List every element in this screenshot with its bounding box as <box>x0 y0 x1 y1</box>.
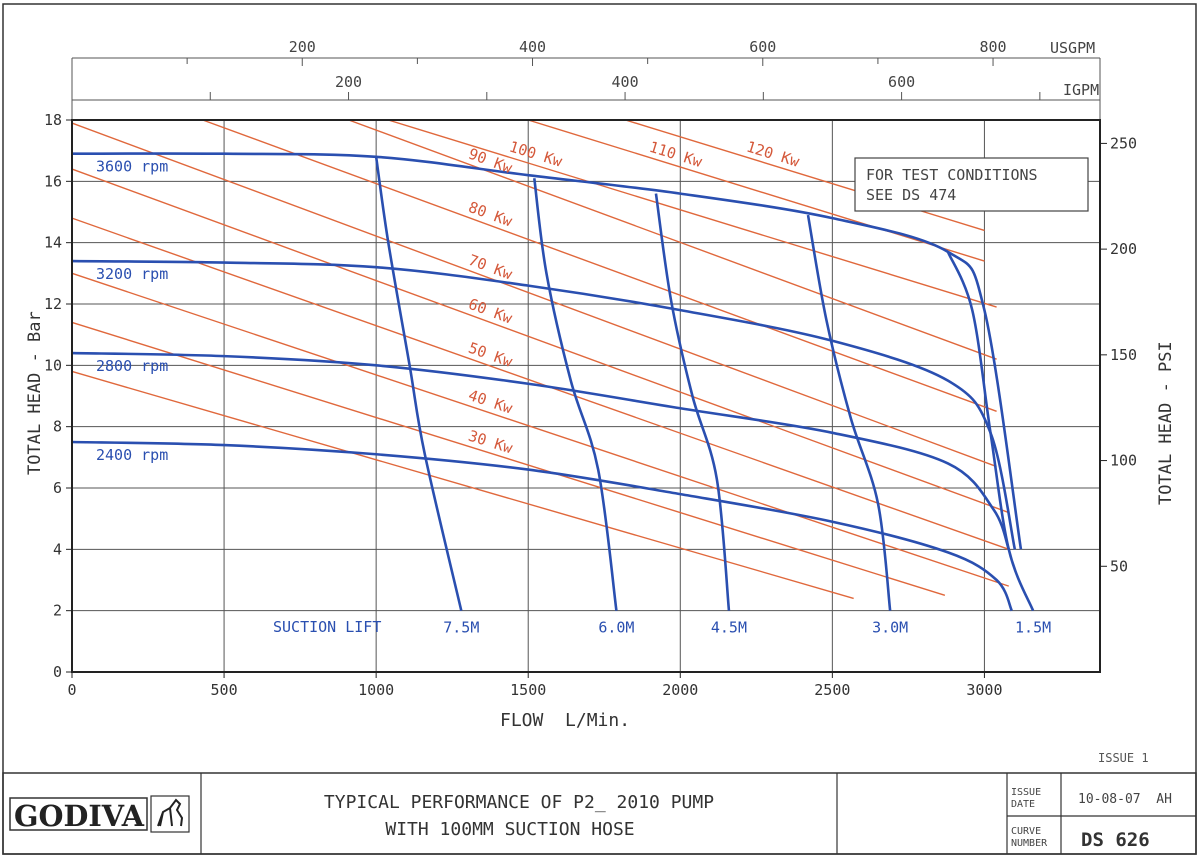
grid <box>72 120 1100 672</box>
rpm-labels: 3600 rpm 3200 rpm 2800 rpm 2400 rpm <box>96 158 168 464</box>
suction-lift-value-label: 3.0M <box>872 619 908 637</box>
y-tick-label: 8 <box>53 418 62 436</box>
psi-tick-label: 100 <box>1110 452 1137 470</box>
y-tick-label: 16 <box>44 172 62 190</box>
power-line <box>388 119 997 308</box>
psi-tick-label: 50 <box>1110 557 1128 575</box>
x-axis-ticks: 0 500 1000 1500 2000 2500 3000 <box>67 672 1002 699</box>
power-line <box>71 370 854 600</box>
speed-curve <box>71 152 1023 550</box>
y-tick-label: 4 <box>53 540 62 558</box>
title-line-1: TYPICAL PERFORMANCE OF P2_ 2010 PUMP <box>324 792 714 813</box>
usgpm-tick-label: 800 <box>979 38 1006 56</box>
usgpm-tick-label: 400 <box>519 38 546 56</box>
issue-date-label-line1: ISSUE <box>1011 787 1041 798</box>
power-line <box>348 119 997 360</box>
horse-rider-icon <box>157 798 184 827</box>
x-tick-label: 0 <box>67 681 76 699</box>
suction-lift-labels: 7.5M 6.0M 4.5M 3.0M 1.5M <box>443 619 1051 637</box>
power-line <box>71 122 997 468</box>
usgpm-scale: 200 400 600 800 <box>186 38 1007 66</box>
issue-label: ISSUE 1 <box>1098 751 1149 765</box>
x-tick-label: 1500 <box>510 681 546 699</box>
suction-lift-value-label: 1.5M <box>1015 619 1051 637</box>
top-scales: 200 400 600 800 200 400 600 USGPM IGPM <box>71 38 1101 120</box>
power-line <box>71 321 946 597</box>
curve-number-label-line2: NUMBER <box>1011 838 1048 849</box>
rpm-label: 2400 rpm <box>96 446 168 464</box>
suction-lift-value-label: 4.5M <box>711 619 747 637</box>
psi-tick-label: 200 <box>1110 240 1137 258</box>
rpm-label: 3200 rpm <box>96 265 168 283</box>
igpm-scale: 200 400 600 <box>209 73 1041 100</box>
speed-curve <box>71 259 1017 550</box>
power-line <box>528 119 985 262</box>
issue-date-label-line2: DATE <box>1011 799 1035 810</box>
y-axis-title: TOTAL HEAD - Bar <box>25 311 45 475</box>
curve-number-value: DS 626 <box>1081 829 1150 851</box>
plot-area: 0 500 1000 1500 2000 2500 3000 0 2 4 6 8 10 12 14 16 18… <box>44 111 1137 699</box>
igpm-tick-label: 600 <box>888 73 915 91</box>
speed-curves <box>71 152 1023 612</box>
suction-lift-value-label: 6.0M <box>598 619 634 637</box>
rpm-label: 2800 rpm <box>96 357 168 375</box>
speed-curve <box>71 440 1014 612</box>
x-tick-label: 2000 <box>662 681 698 699</box>
x-axis-title: FLOW L/Min. <box>500 710 630 731</box>
y-tick-label: 6 <box>53 479 62 497</box>
y-tick-label: 0 <box>53 663 62 681</box>
power-line <box>71 168 1009 514</box>
logo-text: GODIVA <box>14 799 144 833</box>
x-tick-label: 500 <box>211 681 238 699</box>
y-axis-ticks: 0 2 4 6 8 10 12 14 16 18 <box>44 111 72 681</box>
test-conditions-box <box>854 157 1089 212</box>
test-conditions-line1: FOR TEST CONDITIONS <box>866 166 1038 184</box>
usgpm-tick-label: 200 <box>289 38 316 56</box>
psi-tick-label: 250 <box>1110 134 1137 152</box>
y-tick-label: 12 <box>44 295 62 313</box>
suction-lift-curve <box>533 178 618 611</box>
igpm-tick-label: 400 <box>612 73 639 91</box>
psi-axis-ticks: 50 100 150 200 250 <box>1100 134 1137 575</box>
x-tick-label: 2500 <box>814 681 850 699</box>
power-line <box>625 119 985 232</box>
plot-frame <box>71 119 1101 673</box>
suction-lift-curve <box>654 193 731 611</box>
title-block: GODIVA TYPICAL PERFORMANCE OF P2_ 2010 P… <box>2 772 1197 855</box>
x-tick-label: 1000 <box>358 681 394 699</box>
suction-lift-curve <box>374 156 463 611</box>
igpm-tick-label: 200 <box>335 73 362 91</box>
godiva-logo: GODIVA <box>9 795 190 833</box>
suction-lift-curve <box>806 214 892 611</box>
issue-date-value: 10-08-07 AH <box>1078 792 1172 807</box>
suction-lift-value-label: 7.5M <box>443 619 479 637</box>
rpm-label: 3600 rpm <box>96 158 168 176</box>
suction-lift-curve <box>946 251 1035 612</box>
curve-number-label-line1: CURVE <box>1011 826 1041 837</box>
test-conditions-line2: SEE DS 474 <box>866 186 956 204</box>
psi-tick-label: 150 <box>1110 346 1137 364</box>
y-tick-label: 14 <box>44 234 62 252</box>
usgpm-tick-label: 600 <box>749 38 776 56</box>
suction-lift-label: SUCTION LIFT <box>273 618 381 636</box>
power-line <box>71 272 1009 587</box>
power-line <box>202 119 997 412</box>
y-tick-label: 2 <box>53 602 62 620</box>
speed-curve <box>71 351 1010 550</box>
power-line <box>71 217 1009 550</box>
y-tick-label: 18 <box>44 111 62 129</box>
igpm-unit-label: IGPM <box>1063 81 1099 99</box>
y-axis-title-right: TOTAL HEAD - PSI <box>1156 341 1176 505</box>
title-line-2: WITH 100MM SUCTION HOSE <box>385 819 634 840</box>
power-lines <box>71 119 1009 600</box>
y-tick-label: 10 <box>44 356 62 374</box>
usgpm-unit-label: USGPM <box>1050 39 1095 57</box>
suction-lift-curves <box>374 156 1035 612</box>
x-tick-label: 3000 <box>966 681 1002 699</box>
